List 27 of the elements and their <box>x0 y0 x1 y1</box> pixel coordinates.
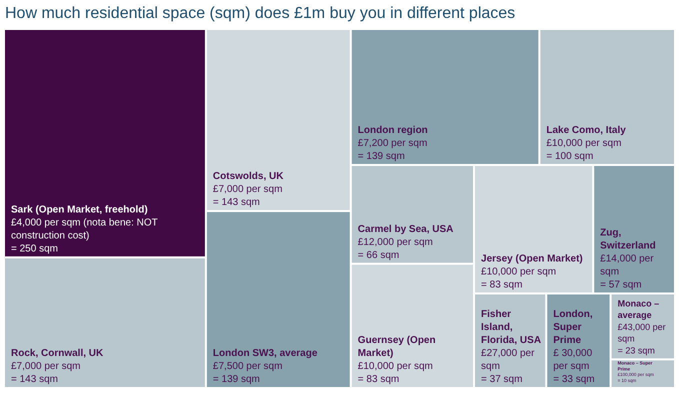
category-label: Jersey (Open Market) <box>481 253 583 264</box>
data-label: £10,000 per sqm = 83 sqm <box>358 361 433 385</box>
text: How much residential space (sqm) does £1m buy you in different places <box>5 5 516 22</box>
category-label: London, Super Prime <box>553 309 593 346</box>
data-label: £7,000 per sqm = 143 sqm <box>11 361 80 385</box>
category-label: Guernsey (Open Market) <box>358 335 436 359</box>
category-label: Monaco – average <box>618 298 660 320</box>
category-label: Zug, Switzerland <box>600 227 656 252</box>
data-label: £ 30,000 per sqm = 33 sqm <box>553 348 595 385</box>
data-label: £27,000 per sqm = 37 sqm <box>481 348 536 385</box>
data-label: £10,000 per sqm = 83 sqm <box>481 266 556 290</box>
category-label: London SW3, average <box>212 348 318 359</box>
category-label: Lake Como, Italy <box>546 124 626 136</box>
data-label: £14,000 per sqm = 57 sqm <box>600 253 654 290</box>
data-label: £7,500 per sqm = 139 sqm <box>212 361 282 385</box>
data-label: £43,000 per sqm = 23 sqm <box>618 322 666 356</box>
data-label: £4,000 per sqm (nota bene: NOT construction cost) = 250 sqm <box>11 217 158 254</box>
category-label: Carmel by Sea, USA <box>358 224 454 235</box>
category-label: Rock, Cornwall, UK <box>11 348 104 359</box>
data-label: £7,200 per sqm = 139 sqm <box>358 138 428 162</box>
data-label: £12,000 per sqm = 66 sqm <box>358 236 433 261</box>
data-label: £7,000 per sqm = 143 sqm <box>212 184 282 208</box>
category-label: London region <box>358 124 428 136</box>
category-label: Fisher Island, Florida, USA <box>481 309 542 346</box>
category-label: Sark (Open Market, freehold) <box>11 204 148 216</box>
category-label: Cotswolds, UK <box>212 171 284 182</box>
data-label: £10,000 per sqm = 100 sqm <box>546 138 622 162</box>
